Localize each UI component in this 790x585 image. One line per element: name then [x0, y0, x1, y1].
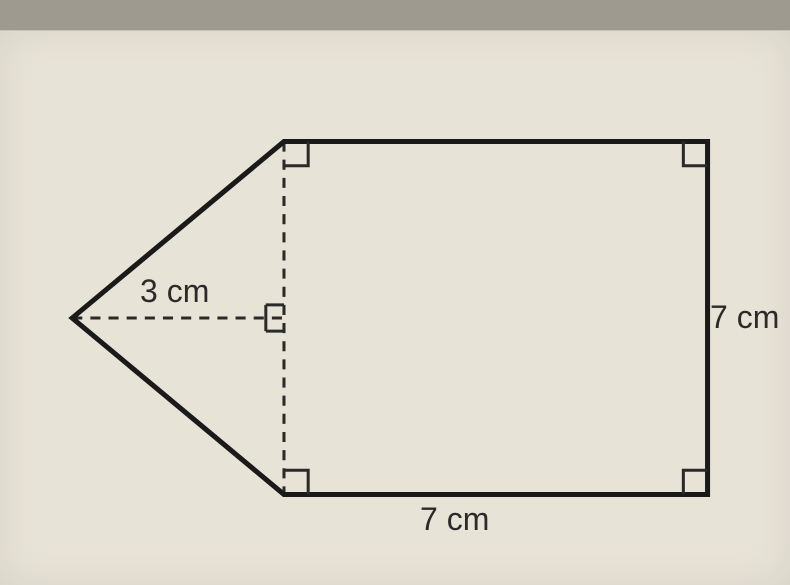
right-angle-bottom-right-icon: [683, 470, 707, 494]
geometry-figure: 3 cm 7 cm 7 cm: [50, 81, 760, 555]
label-square-right: 7 cm: [710, 299, 779, 336]
right-angle-bottom-left-icon: [284, 470, 308, 494]
label-square-bottom: 7 cm: [420, 501, 489, 538]
page-chrome-gap: [0, 0, 790, 30]
page-surface: 3 cm 7 cm 7 cm: [0, 30, 790, 585]
right-angle-top-left-icon: [284, 142, 308, 166]
pentagon-diagram: [50, 81, 760, 555]
label-triangle-height: 3 cm: [140, 273, 209, 310]
right-angle-top-right-icon: [683, 142, 707, 166]
